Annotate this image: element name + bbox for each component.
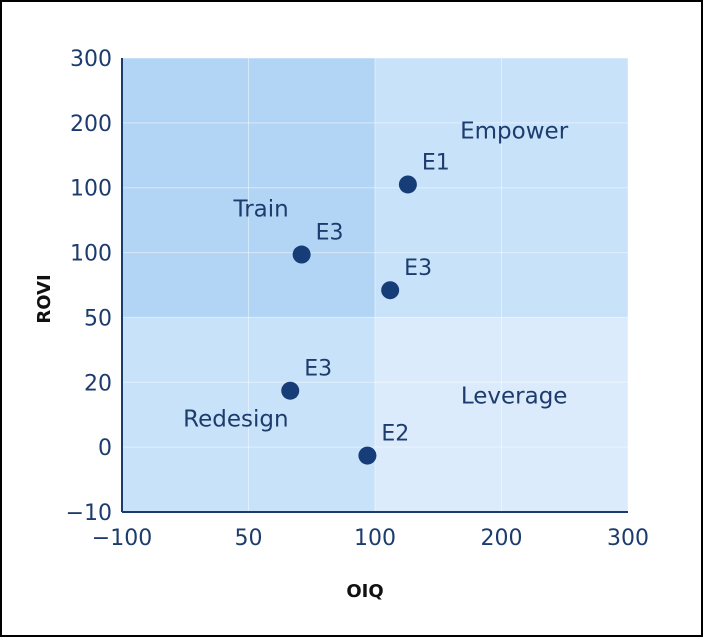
x-axis-title: OIQ [346,581,383,602]
x-tick-label: 200 [481,526,523,551]
quadrant-label-train: Train [233,196,289,222]
data-point-e3 [281,381,300,400]
y-tick-label: 300 [70,47,112,72]
quadrant-labels: Train Empower Redesign Leverage [183,119,569,433]
data-point-label: E3 [304,357,332,382]
data-point-label: E1 [422,150,450,175]
y-tick-label: 50 [84,306,112,331]
y-tick-label: 100 [70,242,112,267]
axes [121,58,628,513]
quadrant-redesign [122,317,375,512]
x-tick-label: 100 [354,526,396,551]
quadrant-label-empower: Empower [460,119,569,145]
y-tick-label: 20 [84,371,112,396]
quadrant-backgrounds [122,58,628,512]
x-tick-label: 300 [607,526,649,551]
data-point-e3 [292,245,311,264]
quadrant-label-leverage: Leverage [461,383,568,409]
data-point-label: E3 [316,221,344,246]
quadrant-train [122,58,375,318]
y-tick-label: 100 [70,177,112,202]
y-tick-label: −10 [66,501,112,526]
x-tick-label: −100 [92,526,152,551]
data-point-label: E3 [404,256,432,281]
quadrant-label-redesign: Redesign [183,407,288,433]
y-tick-label: 0 [98,436,112,461]
y-tick-label: 200 [70,112,112,137]
data-point-e2 [358,446,377,465]
data-point-label: E2 [381,422,409,447]
quadrant-leverage [375,317,628,512]
data-points: E1 E3 E3 E3 E2 [281,150,450,465]
data-point-e1 [398,175,417,194]
data-point-e3 [381,281,400,300]
x-tick-label: 50 [235,526,263,551]
quadrant-empower [375,58,628,318]
y-axis-title: ROVI [34,274,55,323]
